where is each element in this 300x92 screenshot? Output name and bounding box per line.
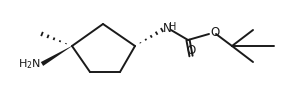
Text: N: N [163, 23, 172, 36]
Text: $\mathregular{H_2N}$: $\mathregular{H_2N}$ [18, 57, 41, 71]
Text: O: O [210, 26, 219, 39]
Text: O: O [186, 44, 196, 57]
Text: H: H [169, 22, 177, 32]
Polygon shape [41, 46, 72, 66]
